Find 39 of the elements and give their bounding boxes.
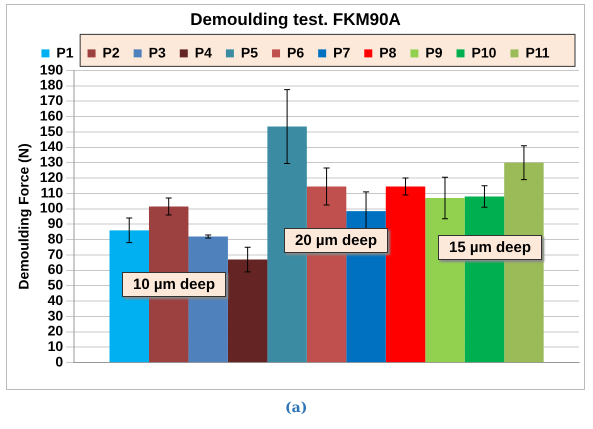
legend-label: P5 — [240, 44, 258, 60]
y-tick-label: 30 — [48, 307, 64, 324]
y-tick-label: 90 — [48, 215, 64, 232]
y-tick-label: 120 — [40, 168, 64, 185]
annotation: 10 µm deep — [122, 272, 226, 297]
legend-label: P8 — [379, 44, 397, 60]
legend-label: P9 — [425, 44, 443, 60]
y-tick-label: 10 — [48, 338, 64, 354]
y-tick-label: 40 — [48, 292, 64, 308]
y-tick-label: 190 — [40, 61, 64, 78]
y-tick-label: 80 — [48, 230, 64, 246]
chart-title: Demoulding test. FKM90A — [190, 10, 401, 29]
y-tick-label: 180 — [40, 76, 64, 93]
legend-label: P3 — [148, 44, 166, 60]
y-tick-label: 0 — [55, 353, 64, 370]
legend-label: P4 — [194, 44, 212, 60]
y-tick-label: 110 — [40, 184, 64, 200]
y-axis-title: Demoulding Force (N) — [15, 143, 32, 290]
text: (a) — [285, 400, 308, 416]
y-tick-label: 150 — [40, 122, 64, 139]
annotation: 15 µm deep — [438, 235, 542, 260]
legend-label: P6 — [287, 44, 304, 60]
legend-label: P11 — [525, 44, 550, 60]
y-tick-label: 100 — [40, 200, 64, 216]
y-tick-label: 70 — [48, 246, 64, 262]
y-tick-label: 170 — [40, 92, 64, 108]
bar — [228, 260, 268, 362]
y-tick-label: 160 — [40, 107, 64, 124]
legend-label: P1 — [56, 44, 74, 60]
y-tick-label: 130 — [40, 154, 64, 170]
legend-label: P2 — [102, 44, 120, 60]
y-tick-label: 50 — [48, 276, 64, 293]
annotation: 20 µm deep — [284, 228, 388, 253]
y-tick-label: 140 — [40, 138, 64, 154]
legend-label: P7 — [333, 44, 350, 60]
y-tick-label: 20 — [48, 322, 64, 339]
bar — [386, 186, 426, 362]
legend-label: P10 — [472, 44, 497, 60]
y-tick-label: 60 — [48, 261, 64, 278]
